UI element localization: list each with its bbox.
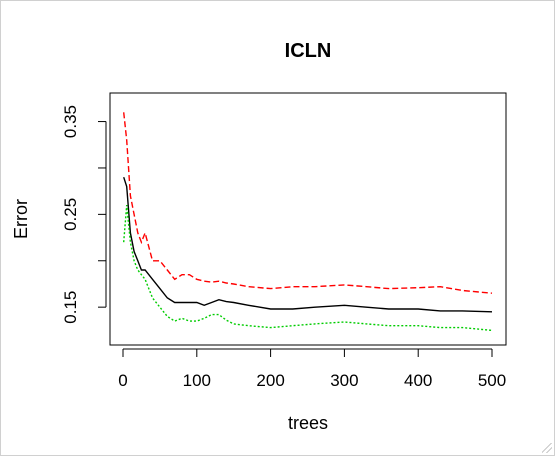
x-tick-label: 300 — [330, 371, 358, 390]
resize-grip-icon[interactable] — [542, 443, 552, 453]
x-axis-label: trees — [288, 413, 328, 433]
x-tick-label: 100 — [183, 371, 211, 390]
x-tick-label: 400 — [404, 371, 432, 390]
series-line-2 — [123, 205, 493, 332]
y-tick-label: 0.25 — [61, 198, 80, 231]
y-axis-label: Error — [11, 199, 31, 239]
x-tick-label: 200 — [256, 371, 284, 390]
y-tick-label: 0.15 — [61, 291, 80, 324]
series-group — [123, 112, 493, 332]
chart-title: ICLN — [285, 40, 332, 62]
x-tick-label: 0 — [118, 371, 127, 390]
y-tick-label: 0.35 — [61, 105, 80, 138]
series-line-0 — [123, 176, 493, 313]
plot-area-border — [109, 92, 507, 346]
axes-group: 0 100 200 300 400 500 0.15 0.25 0.35 — [61, 105, 506, 390]
x-tick-label: 500 — [478, 371, 506, 390]
series-line-1 — [123, 112, 493, 294]
